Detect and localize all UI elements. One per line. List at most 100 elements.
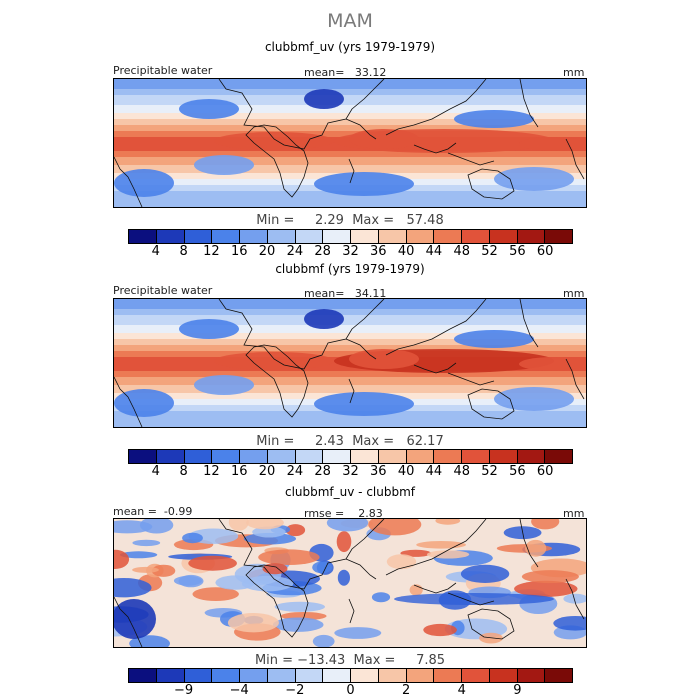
colorbar-swatch — [351, 450, 379, 463]
field-blob — [258, 549, 320, 565]
panel-1-field-label: Precipitable water — [113, 64, 213, 77]
field-blob — [563, 593, 586, 604]
coastline — [345, 338, 377, 360]
panel-1-minmax: Min = 2.29 Max = 57.48 — [256, 213, 444, 228]
field-blob — [454, 110, 534, 128]
field-blob — [114, 169, 174, 197]
panel-3-subtitle: clubbmf_uv - clubbmf — [284, 485, 416, 499]
field-band — [114, 339, 586, 345]
coastline — [348, 378, 355, 404]
panel-2-map — [113, 298, 587, 428]
colorbar-tick-label: 32 — [342, 464, 359, 479]
colorbar-swatch — [129, 230, 157, 243]
colorbar-tick-label: 2 — [401, 683, 411, 698]
coastline — [245, 564, 309, 638]
coastline — [218, 299, 385, 370]
colorbar-tick-label: 16 — [230, 464, 248, 479]
colorbar-swatch — [184, 230, 213, 243]
colorbar-tick-label: −9 — [174, 683, 194, 698]
colorbar-swatch — [295, 669, 324, 682]
coastline — [114, 376, 143, 427]
map-field — [114, 519, 586, 647]
field-blob — [285, 524, 306, 537]
colorbar-tick-label: 8 — [179, 464, 188, 479]
colorbar-tick-label: 48 — [453, 464, 471, 479]
coastline — [245, 124, 309, 198]
colorbar-tick-label: 56 — [509, 464, 526, 479]
coastline — [413, 362, 457, 374]
map-field — [114, 79, 586, 207]
colorbar-swatch — [517, 450, 546, 463]
field-band — [114, 315, 586, 325]
field-blob — [394, 593, 554, 605]
colorbar-tick-label: 24 — [286, 464, 304, 479]
field-blob — [214, 352, 334, 370]
field-blob — [349, 349, 419, 369]
coastline — [565, 138, 585, 180]
field-blob — [553, 616, 586, 631]
colorbar-tick-label: 12 — [203, 464, 220, 479]
figure-title: MAM — [327, 10, 373, 32]
colorbar-tick-label: 56 — [509, 244, 526, 259]
colorbar-tick-label: 4 — [457, 683, 466, 698]
coastline — [218, 79, 385, 150]
coastline — [114, 156, 143, 207]
colorbar-swatch — [545, 230, 572, 243]
colorbar-tick-label: 52 — [481, 244, 498, 259]
colorbar-tick-label: 20 — [258, 464, 276, 479]
colorbar-swatch — [129, 669, 157, 682]
colorbar-tick-label: 16 — [230, 244, 248, 259]
colorbar-swatch — [517, 230, 546, 243]
panel-2-unit-label: mm — [563, 287, 585, 300]
panel-2-field-label: Precipitable water — [113, 284, 213, 297]
field-blob — [114, 578, 152, 598]
field-band — [114, 333, 586, 339]
field-blob — [314, 392, 414, 416]
coastline — [413, 582, 457, 594]
field-blob — [274, 601, 325, 612]
coastline — [413, 142, 457, 154]
field-blob — [192, 587, 239, 601]
colorbar-tick-label: 9 — [513, 683, 522, 698]
colorbar-swatch — [489, 450, 518, 463]
colorbar-tick-label: 36 — [370, 244, 387, 259]
colorbar-swatch — [267, 669, 296, 682]
field-band — [114, 345, 586, 351]
colorbar-swatch — [378, 450, 407, 463]
field-blob — [326, 519, 369, 532]
field-blob — [179, 99, 239, 119]
field-blob — [336, 531, 352, 553]
map-field — [114, 299, 586, 427]
field-blob — [228, 519, 249, 531]
colorbar-swatch — [212, 450, 240, 463]
panel-3-colorbar — [128, 668, 573, 683]
field-blob — [114, 520, 153, 534]
coastline — [385, 299, 487, 356]
field-blob — [531, 519, 560, 530]
colorbar-swatch — [489, 230, 518, 243]
colorbar-swatch — [323, 450, 351, 463]
colorbar-swatch — [240, 669, 268, 682]
coastline — [218, 519, 385, 590]
colorbar-tick-label: 28 — [314, 464, 331, 479]
coastline — [345, 118, 377, 140]
colorbar-tick-label: −2 — [285, 683, 305, 698]
coastline — [447, 372, 495, 386]
colorbar-swatch — [545, 669, 572, 682]
field-blob — [525, 539, 547, 557]
panel-1-mean-label: mean= 33.12 — [304, 66, 387, 79]
colorbar-swatch — [240, 230, 268, 243]
colorbar-swatch — [156, 669, 185, 682]
coastline — [519, 299, 539, 348]
field-blob — [262, 563, 288, 575]
field-band — [114, 385, 586, 393]
field-band — [114, 79, 586, 89]
panel-2-minmax: Min = 2.43 Max = 62.17 — [256, 434, 444, 449]
panel-1-subtitle: clubbmf_uv (yrs 1979-1979) — [264, 40, 436, 54]
colorbar-swatch — [462, 450, 490, 463]
field-blob — [119, 551, 158, 559]
field-blob — [454, 330, 534, 348]
coastline — [467, 168, 515, 200]
field-band — [114, 125, 586, 131]
colorbar-swatch — [212, 230, 240, 243]
